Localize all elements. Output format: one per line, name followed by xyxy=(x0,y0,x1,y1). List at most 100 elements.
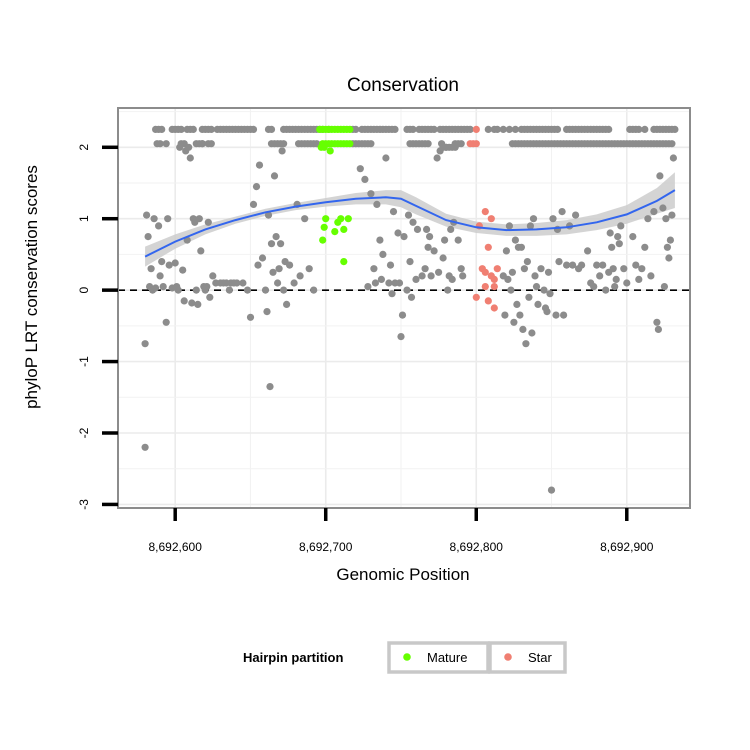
other-point xyxy=(162,318,170,326)
other-point xyxy=(144,233,152,241)
other-point xyxy=(386,261,395,269)
other-point xyxy=(584,247,592,255)
other-point xyxy=(258,254,267,262)
other-point xyxy=(413,225,422,233)
other-point xyxy=(457,140,465,148)
other-point xyxy=(150,215,158,223)
other-point xyxy=(290,279,298,287)
other-point xyxy=(620,265,628,273)
other-point xyxy=(395,279,404,287)
other-point xyxy=(549,215,557,223)
other-point xyxy=(614,233,622,241)
other-point xyxy=(424,140,432,148)
other-point xyxy=(147,265,155,273)
other-point xyxy=(547,486,556,494)
other-point xyxy=(243,286,252,294)
other-point xyxy=(448,275,456,283)
other-point xyxy=(239,279,247,287)
other-point xyxy=(382,154,390,162)
other-point xyxy=(255,161,264,169)
other-point xyxy=(654,325,663,333)
other-point xyxy=(493,125,501,133)
points-group xyxy=(141,125,679,494)
x-tick-label: 8,692,600 xyxy=(149,540,203,554)
other-point xyxy=(544,268,553,276)
other-point xyxy=(647,272,655,280)
other-point xyxy=(373,200,381,208)
other-point xyxy=(444,286,452,294)
star-point xyxy=(490,283,498,291)
other-point xyxy=(155,222,163,230)
other-point xyxy=(546,290,554,298)
other-point xyxy=(186,154,194,162)
other-point xyxy=(499,125,507,133)
star-point xyxy=(481,208,489,216)
other-point xyxy=(668,140,676,148)
other-point xyxy=(254,261,262,269)
other-point xyxy=(141,443,149,451)
other-point xyxy=(180,297,188,305)
star-point xyxy=(493,265,501,273)
y-tick-label: 2 xyxy=(77,144,91,151)
other-point xyxy=(578,261,586,269)
star-point xyxy=(472,140,480,148)
other-point xyxy=(656,172,664,180)
other-point xyxy=(606,229,614,237)
other-point xyxy=(249,125,258,133)
mature-point xyxy=(340,225,348,233)
other-point xyxy=(376,236,384,244)
other-point xyxy=(501,311,509,319)
other-point xyxy=(540,286,548,294)
other-point xyxy=(617,222,625,230)
other-point xyxy=(522,340,530,348)
other-point xyxy=(158,258,166,266)
other-point xyxy=(398,311,407,319)
other-point xyxy=(388,290,396,298)
other-point xyxy=(296,272,304,280)
other-point xyxy=(602,286,610,294)
legend-key-box xyxy=(488,641,567,674)
other-point xyxy=(531,272,539,280)
other-point xyxy=(528,329,536,337)
other-point xyxy=(367,190,375,198)
other-point xyxy=(394,229,402,237)
other-point xyxy=(266,383,274,391)
mature-point xyxy=(346,140,354,148)
star-point xyxy=(487,215,495,223)
other-point xyxy=(608,243,616,251)
other-point xyxy=(198,140,206,148)
star-point xyxy=(490,304,498,312)
other-point xyxy=(421,265,429,273)
other-point xyxy=(517,243,526,251)
other-point xyxy=(663,243,672,251)
other-point xyxy=(635,125,643,133)
other-point xyxy=(641,243,649,251)
other-point xyxy=(523,258,532,266)
y-axis-title: phyloP LRT conservation scores xyxy=(22,165,41,409)
other-point xyxy=(283,300,291,308)
other-point xyxy=(177,125,185,133)
other-point xyxy=(596,272,604,280)
other-point xyxy=(225,286,233,294)
mature-point xyxy=(340,258,348,266)
other-point xyxy=(505,125,513,133)
other-point xyxy=(272,233,280,241)
other-point xyxy=(441,236,449,244)
other-point xyxy=(666,236,675,244)
other-point xyxy=(430,125,438,133)
other-point xyxy=(261,286,270,294)
star-point xyxy=(484,243,492,251)
other-point xyxy=(459,272,467,280)
other-point xyxy=(356,165,364,173)
star-point xyxy=(481,268,489,276)
star-point xyxy=(484,297,492,305)
other-point xyxy=(371,279,379,287)
other-point xyxy=(558,208,566,216)
y-tick-label: -3 xyxy=(77,499,91,510)
y-tick-label: 0 xyxy=(77,286,91,293)
other-point xyxy=(638,265,646,273)
legend-key-mature xyxy=(403,653,411,661)
other-point xyxy=(203,283,211,291)
other-point xyxy=(423,225,431,233)
